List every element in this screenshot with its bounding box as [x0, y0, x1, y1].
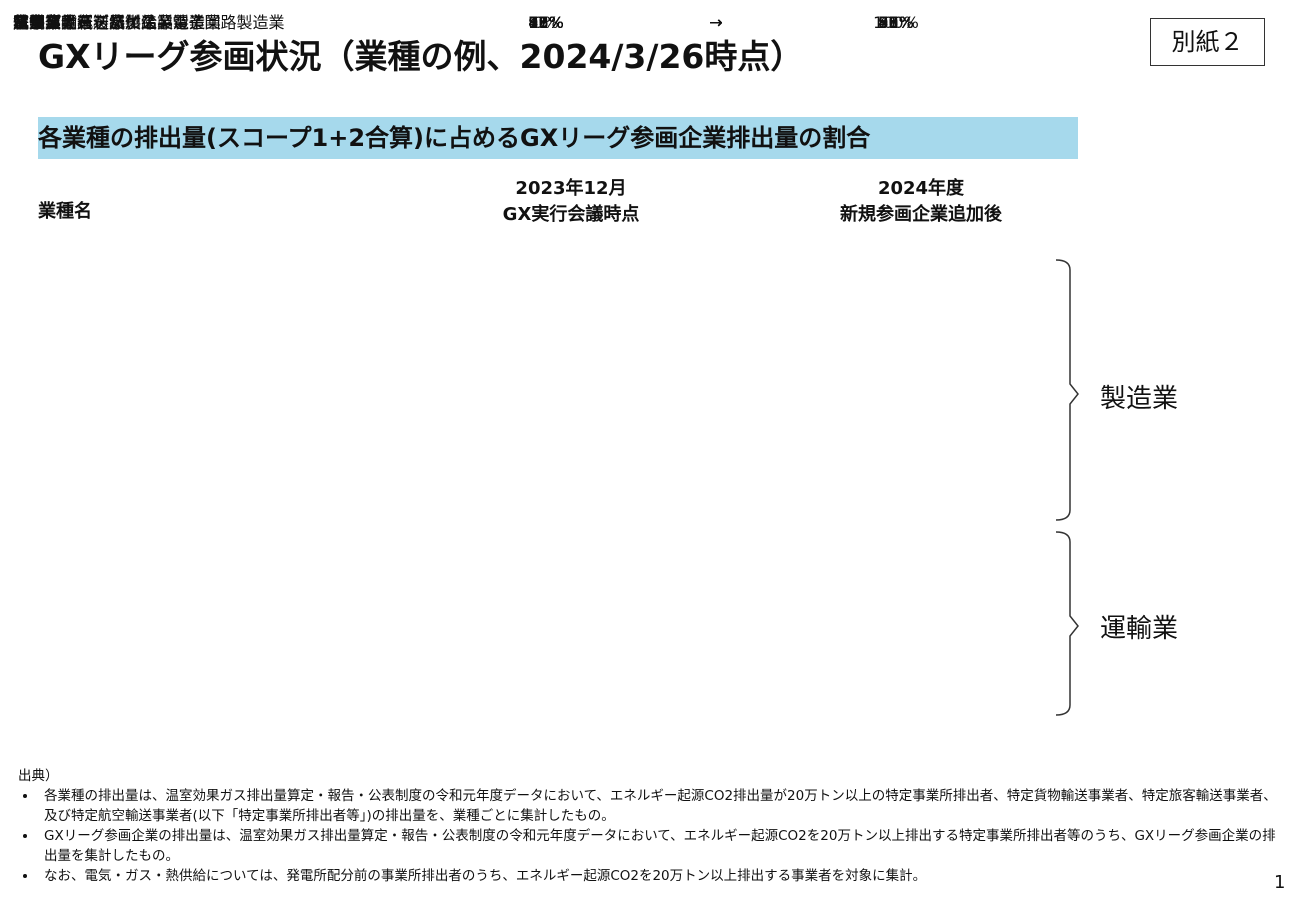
table-cell: 97% — [528, 13, 564, 32]
table-cell: → — [709, 13, 723, 32]
table-cell: → — [709, 13, 723, 32]
table-cell: → — [709, 13, 723, 32]
table-cell: 81% — [878, 13, 914, 32]
table-cell: → — [709, 13, 723, 32]
table-cell: 87% — [528, 13, 564, 32]
table-cell: 89% — [528, 13, 564, 32]
column-header: 業種名 — [38, 201, 92, 222]
brackets — [1055, 259, 1079, 716]
table-cell: 100% — [873, 13, 919, 32]
table-cell: パルプ・紙・紙加工品製造業 — [13, 13, 222, 32]
table-cell: 91% — [878, 13, 914, 32]
column-header: 2024年度 新規参画企業追加後 — [840, 178, 1002, 225]
group-label: 運輸業 — [1100, 614, 1179, 644]
table-cell: 石油製品・石炭製品製造業 — [13, 13, 206, 32]
table-cell: 18% — [528, 13, 564, 32]
note-item: なお、電気・ガス・熱供給については、発電所配分前の事業所排出者のうち、エネルギー… — [38, 866, 1288, 886]
table-cell: 化学工業 — [13, 13, 78, 32]
tag: 別紙２ — [1150, 18, 1265, 66]
table-cell: 50% — [878, 13, 914, 32]
title: GXリーグ参画状況（業種の例、2024/3/26時点） — [38, 37, 804, 76]
table-cell: 47% — [528, 13, 564, 32]
table-cell: 77% — [528, 13, 564, 32]
table-cell: → — [709, 13, 723, 32]
table-cell: 71% — [528, 13, 564, 32]
table-cell: 鉄鋼業 — [13, 13, 62, 32]
table-cell: 道路貨物運送業 — [13, 13, 126, 32]
note-item: 各業種の排出量は、温室効果ガス排出量算定・報告・公表制度の令和元年度データにおい… — [38, 786, 1288, 826]
table-cell: 0% — [533, 13, 559, 32]
table-cell: 電子部品・デバイス・電子回路製造業 — [13, 13, 285, 32]
group-label: 製造業 — [1100, 384, 1179, 414]
table-cell: → — [709, 13, 723, 32]
table-cell: 航空運輸業 — [13, 13, 94, 32]
column-header: 2023年12月 GX実行会議時点 — [502, 178, 640, 225]
table-cell: → — [709, 13, 723, 32]
table-cell: 41% — [528, 13, 564, 32]
table-cell: 水運業 — [13, 13, 62, 32]
table-cell: 89% — [878, 13, 914, 32]
table-cell: 86% — [878, 13, 914, 32]
table-cell: 16% — [528, 13, 564, 32]
table-cell: → — [709, 13, 723, 32]
table-cell: 電気・ガス・熱供給 — [13, 13, 158, 32]
table-cell: 95% — [878, 13, 914, 32]
table-cell: → — [709, 13, 723, 32]
table-cell: 窯業・土石製品製造業 — [13, 13, 174, 32]
table-cell: → — [709, 13, 723, 32]
table-cell: 56% — [878, 13, 914, 32]
notes-heading: 出典） — [18, 768, 59, 784]
table-cell: 93% — [528, 13, 564, 32]
table-cell: 98% — [878, 13, 914, 32]
table-cell: 鉄道業 — [13, 13, 62, 32]
table-cell: → — [709, 13, 723, 32]
table-cell: 41% — [878, 13, 914, 32]
subtitle: 各業種の排出量(スコープ1+2合算)に占めるGXリーグ参画企業排出量の割合 — [38, 117, 1078, 159]
notes-list: 各業種の排出量は、温室効果ガス排出量算定・報告・公表制度の令和元年度データにおい… — [18, 786, 1288, 886]
table-cell: 77% — [878, 13, 914, 32]
notes: 出典） 各業種の排出量は、温室効果ガス排出量算定・報告・公表制度の令和元年度デー… — [18, 766, 1288, 886]
page-number: 1 — [1274, 872, 1286, 893]
note-item: GXリーグ参画企業の排出量は、温室効果ガス排出量算定・報告・公表制度の令和元年度… — [38, 826, 1288, 866]
